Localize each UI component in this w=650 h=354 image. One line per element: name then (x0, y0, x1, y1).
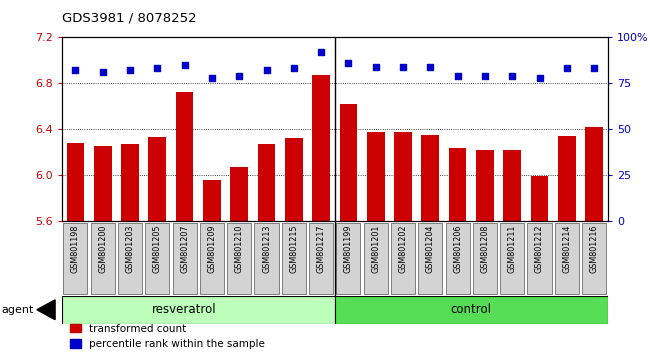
Bar (339, 104, 358, 221)
Bar (230, 167, 248, 221)
Point (507, 73, 517, 79)
Point (234, 73, 244, 79)
Point (343, 60, 354, 66)
Legend: transformed count, percentile rank within the sample: transformed count, percentile rank withi… (70, 324, 265, 349)
Bar (94, 147, 112, 221)
Text: GDS3981 / 8078252: GDS3981 / 8078252 (62, 12, 196, 25)
Bar (448, 148, 467, 221)
Point (98, 69, 108, 75)
FancyBboxPatch shape (200, 223, 224, 294)
Point (370, 64, 381, 69)
FancyBboxPatch shape (227, 223, 251, 294)
Bar (503, 150, 521, 221)
Text: GSM801208: GSM801208 (480, 224, 489, 273)
FancyBboxPatch shape (391, 223, 415, 294)
Text: agent: agent (1, 305, 34, 315)
Text: GSM801211: GSM801211 (508, 224, 517, 273)
FancyBboxPatch shape (555, 223, 578, 294)
FancyBboxPatch shape (91, 223, 114, 294)
FancyBboxPatch shape (500, 223, 524, 294)
Bar (530, 176, 549, 221)
FancyBboxPatch shape (255, 223, 278, 294)
Bar (62, 296, 335, 324)
Text: GSM801205: GSM801205 (153, 224, 162, 273)
FancyBboxPatch shape (419, 223, 442, 294)
FancyBboxPatch shape (282, 223, 306, 294)
Bar (312, 75, 330, 221)
Bar (394, 132, 412, 221)
Text: GSM801206: GSM801206 (453, 224, 462, 273)
Point (125, 68, 135, 73)
Bar (421, 135, 439, 221)
Bar (148, 137, 166, 221)
FancyBboxPatch shape (173, 223, 196, 294)
Point (207, 75, 217, 80)
Bar (66, 143, 84, 221)
Text: GSM801201: GSM801201 (371, 224, 380, 273)
Bar (476, 150, 494, 221)
Point (179, 62, 190, 68)
Bar (285, 138, 303, 221)
Polygon shape (37, 300, 55, 320)
Point (534, 75, 545, 80)
Bar (121, 144, 139, 221)
Point (562, 65, 572, 71)
Text: GSM801200: GSM801200 (98, 224, 107, 273)
Point (589, 65, 599, 71)
Text: GSM801214: GSM801214 (562, 224, 571, 273)
Point (70, 68, 81, 73)
Bar (176, 92, 194, 221)
FancyBboxPatch shape (446, 223, 469, 294)
Point (152, 65, 162, 71)
Text: GSM801209: GSM801209 (207, 224, 216, 273)
FancyBboxPatch shape (64, 223, 87, 294)
Point (452, 73, 463, 79)
Text: GSM801198: GSM801198 (71, 224, 80, 273)
FancyBboxPatch shape (118, 223, 142, 294)
Text: GSM801210: GSM801210 (235, 224, 244, 273)
FancyBboxPatch shape (146, 223, 169, 294)
FancyBboxPatch shape (528, 223, 551, 294)
FancyBboxPatch shape (364, 223, 387, 294)
Point (425, 64, 436, 69)
Text: GSM801213: GSM801213 (262, 224, 271, 273)
Bar (203, 180, 221, 221)
Bar (585, 127, 603, 221)
Text: GSM801216: GSM801216 (590, 224, 599, 273)
Text: GSM801212: GSM801212 (535, 224, 544, 273)
Bar (367, 132, 385, 221)
Text: GSM801215: GSM801215 (289, 224, 298, 273)
FancyBboxPatch shape (309, 223, 333, 294)
Point (480, 73, 490, 79)
Text: GSM801202: GSM801202 (398, 224, 408, 273)
Point (289, 65, 299, 71)
Point (398, 64, 408, 69)
Bar (558, 136, 576, 221)
FancyBboxPatch shape (582, 223, 606, 294)
Text: GSM801203: GSM801203 (125, 224, 135, 273)
Text: control: control (450, 303, 492, 316)
FancyBboxPatch shape (473, 223, 497, 294)
Text: GSM801199: GSM801199 (344, 224, 353, 273)
Text: GSM801204: GSM801204 (426, 224, 435, 273)
Text: GSM801207: GSM801207 (180, 224, 189, 273)
Text: GSM801217: GSM801217 (317, 224, 326, 273)
Text: resveratrol: resveratrol (152, 303, 217, 316)
Point (316, 49, 326, 55)
Bar (335, 296, 608, 324)
FancyBboxPatch shape (337, 223, 360, 294)
Point (261, 68, 272, 73)
Bar (257, 144, 276, 221)
